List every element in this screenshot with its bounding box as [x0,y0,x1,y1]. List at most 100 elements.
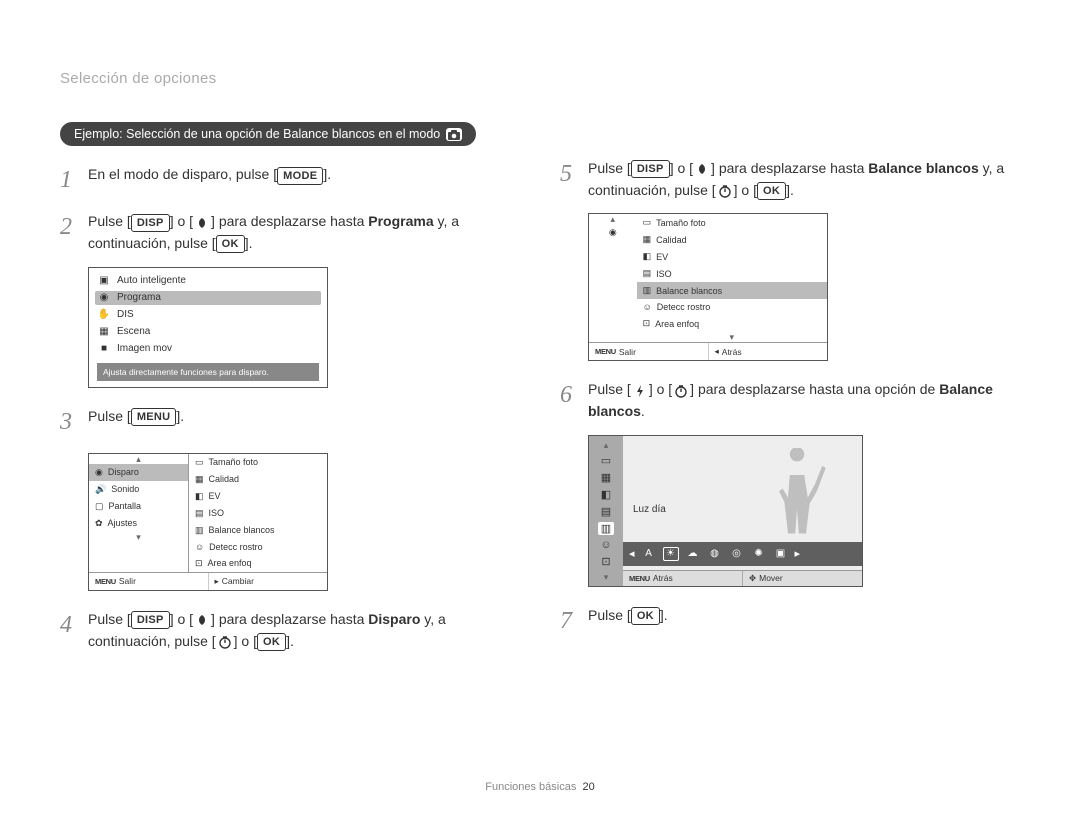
video-icon: ■ [97,343,111,355]
step-bold: Balance blancos [868,160,979,176]
step-number: 1 [60,162,88,199]
step-text: ] o [ [670,160,693,176]
footer-right: ▸Cambiar [208,573,328,590]
person-silhouette-icon [752,448,842,538]
scene-icon: ▦ [97,326,111,338]
right-arrow-icon: ▸ [795,547,801,561]
step-5: 5 Pulse [DISP] o [] para desplazarse has… [560,158,1020,201]
quality-icon: ▦ [195,474,204,485]
wb-icon: ▥ [643,285,652,296]
pane-item: ◧EV [189,488,327,505]
screen-wb-list: ▴ ◉ ▭Tamaño foto ▦Calidad ◧EV ▤ISO ▥Bala… [588,213,828,361]
step-text: ] o [ [234,633,257,649]
step-text: ] para desplazarse hasta [211,213,368,229]
menu-button: MENU [131,408,177,426]
pane-item-selected: ▥Balance blancos [637,282,827,299]
gear-icon: ✿ [95,518,103,529]
display-icon: ▢ [95,501,104,512]
disp-button: DISP [131,214,170,232]
screen-mode-list: ▣Auto inteligente ◉Programa ✋DIS ▦Escena… [88,267,328,388]
step-text: Pulse [ [588,160,631,176]
step-text: En el modo de disparo, pulse [ [88,166,277,182]
face-icon: ☺ [643,302,652,312]
flash-icon [631,383,649,399]
pane-item: ◉ [589,224,637,241]
step-text: ] para desplazarse hasta [211,611,368,627]
step-text: Pulse [ [588,381,631,397]
step-text: Pulse [ [88,611,131,627]
face-icon: ☺ [598,539,614,551]
footer-left: MENUAtrás [623,571,742,586]
step-text: ]. [786,182,794,198]
camera-icon: ◉ [609,227,617,238]
size-icon: ▭ [643,217,652,228]
screen-note: Ajusta directamente funciones para dispa… [97,363,319,381]
list-item: ▦Escena [97,325,319,339]
pane-item: ▭Tamaño foto [637,214,827,231]
step-2: 2 Pulse [DISP] o [] para desplazarse has… [60,211,520,254]
step-3: 3 Pulse [MENU]. [60,406,520,441]
left-arrow-icon: ◂ [715,346,719,357]
step-text: ]. [660,607,668,623]
step-1: 1 En el modo de disparo, pulse [MODE]. [60,164,520,199]
step-text: ] o [ [170,213,193,229]
ev-icon: ◧ [598,488,614,501]
step-number: 3 [60,404,88,441]
wb-icon: ▥ [598,522,614,535]
mode-button: MODE [277,167,323,185]
footer-right: ◂Atrás [708,343,828,360]
page-footer: Funciones básicas 20 [0,781,1080,793]
timer-icon [216,634,234,650]
iso-icon: ▤ [643,268,652,279]
step-text: ]. [286,633,294,649]
size-icon: ▭ [195,457,204,468]
pane-item: 🔊Sonido [89,481,188,498]
timer-icon [672,383,690,399]
ok-button: OK [631,607,660,625]
macro-icon [193,612,211,628]
breadcrumb: Selección de opciones [60,70,1020,87]
list-item: ■Imagen mov [97,342,319,356]
wb-options-bar: ◂ A ☀ ☁ ◍ ◎ ✺ ▣ ▸ [623,542,862,566]
screen-wb-preview: ▴ ▭ ▦ ◧ ▤ ▥ ☺ ⊡ ▾ Luz día ◂ [588,435,863,587]
wb-daylight-icon: ☀ [663,547,679,561]
wb-label: Luz día [633,504,666,515]
iso-icon: ▤ [598,505,614,518]
pane-item: ☺Detecc rostro [189,539,327,555]
footer-left: MENUSalir [89,573,208,590]
step-6: 6 Pulse [] o [] para desplazarse hasta u… [560,379,1020,422]
pane-item: ☺Detecc rostro [637,299,827,315]
sound-icon: 🔊 [95,484,106,495]
wb-tungsten-icon: ✺ [751,547,767,561]
wb-fluor-l-icon: ◎ [729,547,745,561]
disp-button: DISP [131,611,170,629]
list-item: ▣Auto inteligente [97,274,319,288]
pane-item: ▦Calidad [637,231,827,248]
area-icon: ⊡ [598,555,614,568]
camera-icon: ◉ [97,292,111,304]
size-icon: ▭ [598,454,614,467]
ok-button: OK [257,633,286,651]
pane-item: ▢Pantalla [89,498,188,515]
macro-icon [693,161,711,177]
step-text: Pulse [ [88,408,131,424]
example-pill: Ejemplo: Selección de una opción de Bala… [60,122,476,146]
wb-custom-icon: ▣ [773,547,789,561]
step-number: 5 [560,156,588,193]
step-bold: Programa [368,213,433,229]
macro-icon [193,215,211,231]
step-text: . [641,403,645,419]
step-text: Pulse [ [588,607,631,623]
step-text: ] o [ [734,182,757,198]
area-icon: ⊡ [195,558,203,569]
step-text: ]. [323,166,331,182]
left-column: Ejemplo: Selección de una opción de Bala… [60,122,520,664]
step-text: ]. [245,235,253,251]
pane-item: ⊡Area enfoq [637,315,827,332]
step-number: 4 [60,607,88,644]
page-number: 20 [582,781,594,793]
iso-icon: ▤ [195,508,204,519]
menu-icon: MENU [629,574,650,583]
pane-item: ▦Calidad [189,471,327,488]
ok-button: OK [216,235,245,253]
